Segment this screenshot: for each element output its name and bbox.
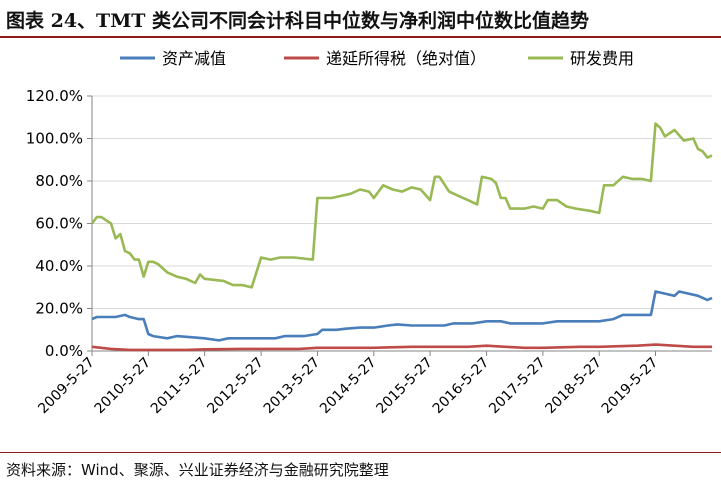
x-axis: 2009-5-272010-5-272011-5-272012-5-272013… [35, 350, 712, 418]
series-line [91, 343, 712, 352]
x-tick-label: 2014-5-27 [317, 355, 380, 418]
x-tick-label: 2018-5-27 [542, 355, 605, 418]
x-tick-label: 2019-5-27 [599, 355, 662, 418]
legend-label: 资产减值 [162, 49, 226, 68]
line-chart: 资产减值 递延所得税（绝对值） 研发费用 0.0% 20.0% 40.0% 60.0% 80… [26, 49, 713, 418]
y-tick-label: 120.0% [26, 87, 83, 105]
y-tick-label: 80.0% [35, 172, 83, 190]
x-tick-label: 2010-5-27 [92, 355, 155, 418]
title-bar: 图表 24、TMT 类公司不同会计科目中位数与净利润中位数比值趋势 [0, 0, 721, 38]
y-tick-label: 0.0% [45, 342, 83, 360]
x-tick-label: 2013-5-27 [261, 355, 324, 418]
legend-label: 递延所得税（绝对值） [326, 49, 486, 68]
y-axis: 0.0% 20.0% 40.0% 60.0% 80.0% 100.0% 120.0% [26, 87, 93, 360]
source-note: 资料来源：Wind、聚源、兴业证券经济与金融研究院整理 [6, 461, 389, 479]
x-tick-label: 2012-5-27 [204, 355, 267, 418]
x-tick-label: 2016-5-27 [430, 355, 493, 418]
legend: 资产减值 递延所得税（绝对值） 研发费用 [120, 49, 634, 68]
x-tick-label: 2017-5-27 [486, 355, 549, 418]
x-tick-label: 2015-5-27 [373, 355, 436, 418]
title-divider [0, 36, 721, 38]
x-tick-label: 2011-5-27 [148, 355, 211, 418]
series-line [90, 122, 713, 289]
legend-label: 研发费用 [570, 49, 634, 68]
series-group [90, 122, 713, 352]
gridlines [92, 95, 712, 309]
source-divider [0, 452, 721, 453]
series-line [91, 290, 713, 342]
y-tick-label: 20.0% [35, 300, 83, 318]
y-tick-label: 40.0% [35, 257, 83, 275]
y-tick-label: 60.0% [35, 215, 83, 233]
x-tick-label: 2009-5-27 [35, 355, 98, 418]
figure-title: 图表 24、TMT 类公司不同会计科目中位数与净利润中位数比值趋势 [6, 10, 589, 32]
y-tick-label: 100.0% [26, 130, 83, 148]
